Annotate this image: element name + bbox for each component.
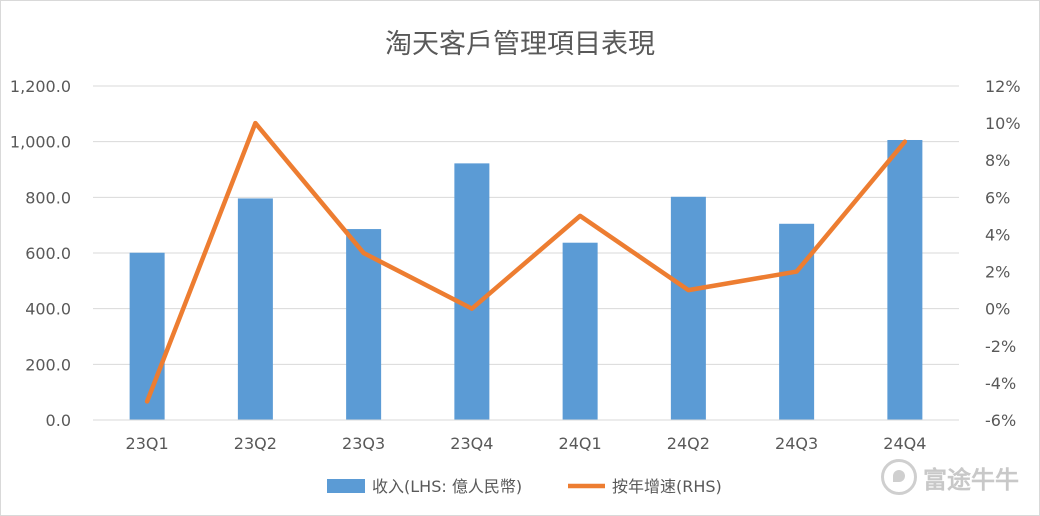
x-tick-label: 24Q4 [883,434,926,453]
bar-series [129,139,923,421]
x-tick-label: 23Q3 [342,434,385,453]
right-tick-label: 6% [985,188,1010,207]
left-tick-label: 400.0 [25,300,71,319]
gridlines [93,85,959,421]
bar [670,196,706,420]
left-tick-label: 600.0 [25,244,71,263]
left-tick-label: 200.0 [25,355,71,374]
x-tick-label: 23Q4 [450,434,493,453]
bar [454,163,490,421]
x-tick-label: 23Q1 [126,434,169,453]
bar [129,252,165,420]
right-tick-label: 0% [985,300,1010,319]
right-tick-label: 12% [985,77,1021,96]
x-tick-label: 24Q2 [667,434,710,453]
left-tick-label: 1,200.0 [10,77,71,96]
line-point [254,122,256,124]
right-tick-label: 8% [985,151,1010,170]
line-point [363,252,365,254]
line-point [471,308,473,310]
right-axis: -6% -4% -2% 0% 2% 4% 6% 8% 10% 12% [985,77,1021,430]
line-point [904,141,906,143]
right-tick-label: 10% [985,114,1021,133]
x-tick-label: 23Q2 [234,434,277,453]
watermark: 富途牛牛 [881,459,1019,495]
right-tick-label: -6% [985,411,1016,430]
bar [562,242,598,420]
line-point [687,289,689,291]
right-tick-label: 2% [985,263,1010,282]
line-point [579,215,581,217]
line-point [146,400,148,402]
line-series [144,120,908,404]
line-point [796,271,798,273]
futu-logo-icon [881,459,917,495]
right-tick-label: 4% [985,225,1010,244]
watermark-text: 富途牛牛 [923,465,1019,494]
legend-bar-swatch [327,479,365,493]
left-tick-label: 0.0 [46,411,71,430]
left-tick-label: 800.0 [25,188,71,207]
growth-line [144,120,908,404]
left-tick-label: 1,000.0 [10,133,71,152]
right-tick-label: -2% [985,337,1016,356]
x-axis: 23Q1 23Q2 23Q3 23Q4 24Q1 24Q2 24Q3 24Q4 [93,419,959,453]
legend: 收入(LHS: 億人民幣) 按年增速(RHS) [327,477,722,496]
legend-line-label: 按年增速(RHS) [612,477,722,496]
bar [779,223,815,420]
right-tick-label: -4% [985,374,1016,393]
chart-title: 淘天客戶管理項目表現 [385,29,655,60]
x-tick-label: 24Q3 [775,434,818,453]
bar [887,139,923,420]
legend-bar-label: 收入(LHS: 億人民幣) [372,477,522,496]
bar [237,198,273,420]
x-tick-label: 24Q1 [559,434,602,453]
left-axis: 0.0 200.0 400.0 600.0 800.0 1,000.0 1,200.0 [10,77,71,430]
